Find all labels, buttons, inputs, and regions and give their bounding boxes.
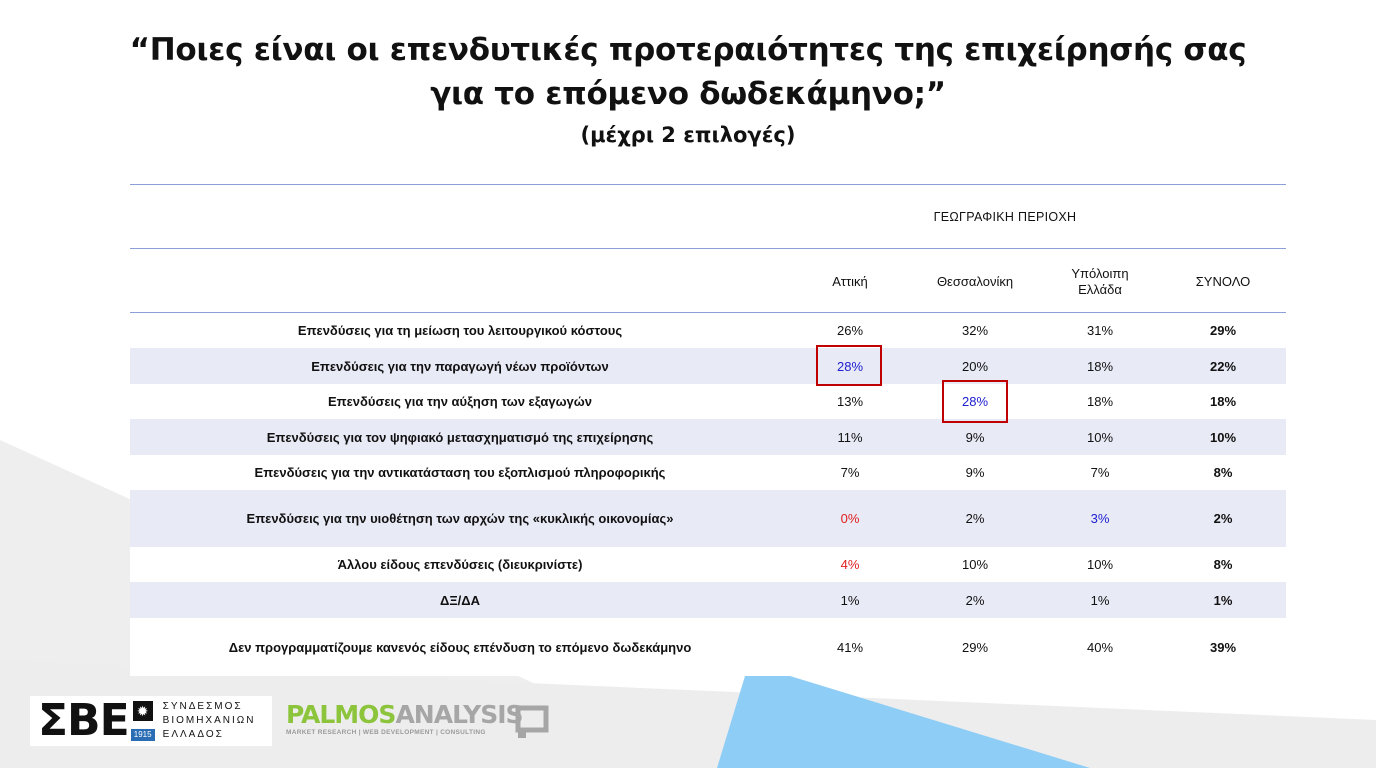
table-top-rule bbox=[130, 184, 1286, 185]
table-row: Επενδύσεις για την αντικατάσταση του εξο… bbox=[130, 455, 1286, 490]
row-label: Επενδύσεις για την αύξηση των εξαγωγών bbox=[328, 394, 592, 409]
value-cell: 32% bbox=[961, 323, 989, 338]
value-cell: 18% bbox=[1209, 394, 1237, 409]
highlight-box-thessaloniki-exports bbox=[942, 380, 1008, 423]
column-header-rest-of-greece: Υπόλοιπη Ελλάδα bbox=[1071, 266, 1129, 297]
table-row: Επενδύσεις για τη μείωση του λειτουργικο… bbox=[130, 313, 1286, 348]
table-row: ΔΞ/ΔΑ 1% 2% 1% 1% bbox=[130, 582, 1286, 618]
speech-bubble-icon bbox=[515, 705, 549, 738]
table-header-rule bbox=[130, 312, 1286, 313]
value-cell: 8% bbox=[1213, 465, 1233, 480]
value-cell: 2% bbox=[965, 592, 985, 608]
value-cell: 10% bbox=[1086, 429, 1114, 445]
table-row: Άλλου είδους επενδύσεις (διευκρινίστε) 4%… bbox=[130, 547, 1286, 582]
value-cell: 8% bbox=[1213, 557, 1233, 572]
palmos-tagline: MARKET RESEARCH | WEB DEVELOPMENT | CONS… bbox=[286, 729, 486, 736]
value-cell: 20% bbox=[961, 358, 989, 374]
value-cell: 7% bbox=[840, 465, 860, 480]
row-label: Δεν προγραμματίζουμε κανενός είδους επέν… bbox=[228, 639, 692, 655]
value-cell: 39% bbox=[1209, 639, 1237, 655]
title-line-2: για το επόμενο δωδεκάμηνο;” bbox=[430, 76, 946, 112]
row-label: Επενδύσεις για την αντικατάσταση του εξο… bbox=[254, 465, 666, 480]
palmos-part2: ANALYSIS bbox=[395, 700, 523, 729]
value-cell: 41% bbox=[836, 639, 864, 655]
row-label: Άλλου είδους επενδύσεις (διευκρινίστε) bbox=[337, 557, 583, 572]
value-cell: 3% bbox=[1090, 511, 1110, 526]
value-cell: 10% bbox=[961, 557, 989, 572]
sbe-mark: ✹ 1915 bbox=[130, 701, 155, 741]
value-cell: 18% bbox=[1086, 358, 1114, 374]
value-cell: 1% bbox=[1090, 592, 1110, 608]
row-label: Επενδύσεις για την παραγωγή νέων προϊόντ… bbox=[311, 358, 609, 374]
value-cell: 22% bbox=[1209, 358, 1237, 374]
row-label: Επενδύσεις για τον ψηφιακό μετασχηματισμ… bbox=[266, 429, 654, 445]
value-cell: 0% bbox=[840, 511, 860, 526]
value-cell: 11% bbox=[837, 429, 863, 445]
region-group-header: ΓΕΩΓΡΑΦΙΚΗ ΠΕΡΙΟΧΗ bbox=[933, 210, 1077, 224]
row-label: ΔΞ/ΔΑ bbox=[439, 592, 481, 608]
gear-icon: ✹ bbox=[132, 701, 153, 721]
table-row: Επενδύσεις για την παραγωγή νέων προϊόντ… bbox=[130, 348, 1286, 384]
sbe-letters: ΣΒΕ bbox=[38, 695, 130, 746]
value-cell: 18% bbox=[1086, 394, 1114, 409]
sbe-logo: ΣΒΕ ✹ 1915 ΣΥΝΔΕΣΜΟΣ ΒΙΟΜΗΧΑΝΙΩΝ ΕΛΛΑΔΟΣ bbox=[30, 696, 272, 746]
value-cell: 1% bbox=[840, 592, 860, 608]
value-cell: 28% bbox=[961, 394, 989, 409]
table-row: Επενδύσεις για την αύξηση των εξαγωγών 13… bbox=[130, 384, 1286, 419]
title-subtitle: (μέχρι 2 επιλογές) bbox=[580, 123, 796, 147]
sbe-word-1: ΣΥΝΔΕΣΜΟΣ bbox=[162, 701, 243, 712]
value-cell: 29% bbox=[961, 639, 989, 655]
value-cell: 7% bbox=[1090, 465, 1110, 480]
table-row: Δεν προγραμματίζουμε κανενός είδους επέν… bbox=[130, 618, 1286, 676]
value-cell: 31% bbox=[1086, 323, 1114, 338]
sbe-word-2: ΒΙΟΜΗΧΑΝΙΩΝ bbox=[162, 715, 256, 726]
palmos-wordmark: PALMOSANALYSIS bbox=[286, 700, 556, 730]
value-cell: 4% bbox=[840, 557, 860, 572]
sbe-words: ΣΥΝΔΕΣΜΟΣ ΒΙΟΜΗΧΑΝΙΩΝ ΕΛΛΑΔΟΣ bbox=[163, 700, 256, 742]
sbe-year: 1915 bbox=[130, 729, 155, 741]
highlight-box-attica-new-products bbox=[816, 345, 882, 386]
palmos-part1: PALMOS bbox=[286, 700, 396, 729]
sbe-word-3: ΕΛΛΑΔΟΣ bbox=[162, 729, 224, 740]
row-label: Επενδύσεις για τη μείωση του λειτουργικο… bbox=[297, 323, 623, 338]
value-cell: 9% bbox=[965, 429, 985, 445]
value-cell: 9% bbox=[965, 465, 985, 480]
row-label: Επενδύσεις για την υιοθέτηση των αρχών τ… bbox=[246, 511, 674, 526]
column-header-total: ΣΥΝΟΛΟ bbox=[1195, 274, 1251, 289]
value-cell: 26% bbox=[836, 323, 864, 338]
results-table: ΓΕΩΓΡΑΦΙΚΗ ΠΕΡΙΟΧΗ Αττική Θεσσαλονίκη Υπ… bbox=[130, 184, 1286, 676]
table-row: Επενδύσεις για την υιοθέτηση των αρχών τ… bbox=[130, 490, 1286, 547]
column-header-attica: Αττική bbox=[832, 274, 868, 289]
column-header-thessaloniki: Θεσσαλονίκη bbox=[936, 274, 1014, 289]
value-cell: 40% bbox=[1086, 639, 1114, 655]
title-line-1: “Ποιες είναι οι επενδυτικές προτεραιότητ… bbox=[129, 32, 1247, 68]
palmos-analysis-logo: PALMOSANALYSIS MARKET RESEARCH | WEB DEV… bbox=[286, 700, 556, 746]
value-cell: 10% bbox=[1086, 557, 1114, 572]
value-cell: 10% bbox=[1209, 429, 1237, 445]
value-cell: 2% bbox=[1213, 511, 1233, 526]
value-cell: 13% bbox=[836, 394, 864, 409]
table-group-rule bbox=[130, 248, 1286, 249]
table-row: Επενδύσεις για τον ψηφιακό μετασχηματισμ… bbox=[130, 419, 1286, 455]
value-cell: 29% bbox=[1209, 323, 1237, 338]
page-title: “Ποιες είναι οι επενδυτικές προτεραιότητ… bbox=[0, 28, 1376, 150]
value-cell: 1% bbox=[1213, 592, 1233, 608]
value-cell: 28% bbox=[836, 358, 864, 374]
value-cell: 2% bbox=[965, 511, 985, 526]
